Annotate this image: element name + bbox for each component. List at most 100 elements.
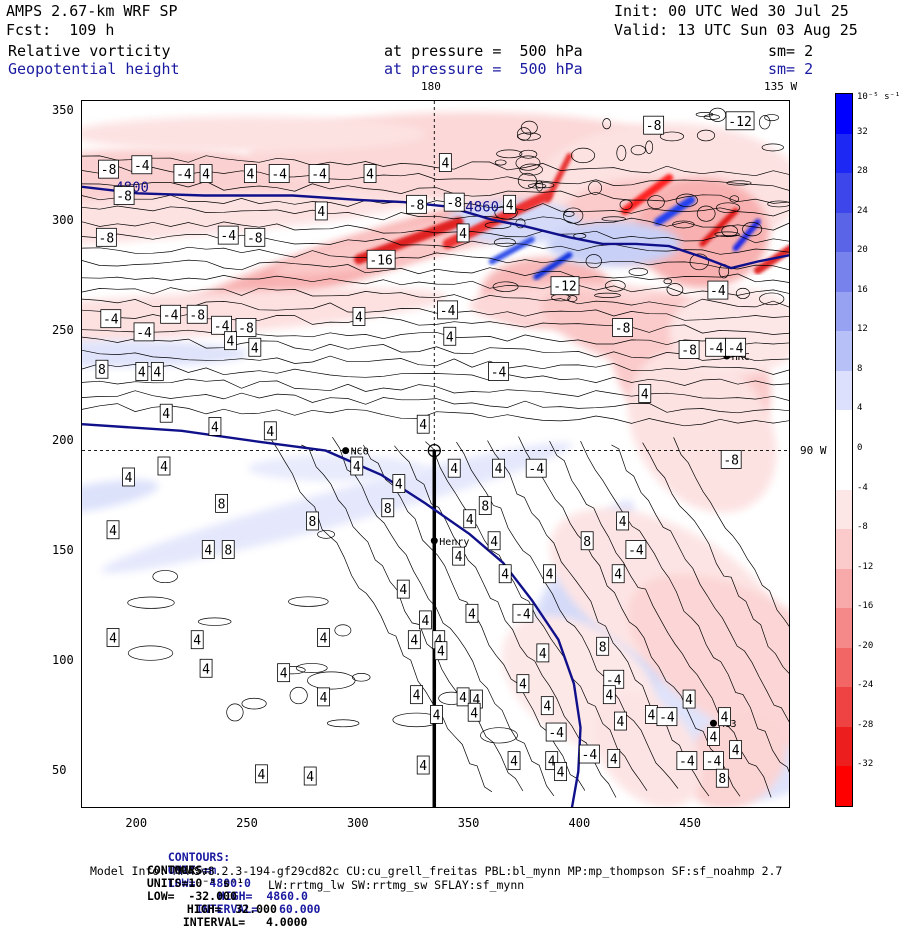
- contour-loop: [714, 231, 740, 237]
- svg-text:-4: -4: [515, 607, 531, 622]
- colorbar-swatch: [836, 370, 852, 411]
- contour-value-label: 4: [492, 458, 505, 478]
- contour-value-label: 4: [465, 603, 479, 623]
- contour-value-label: 4: [135, 362, 149, 381]
- svg-text:-4: -4: [708, 341, 724, 356]
- contour-loop: [127, 596, 175, 609]
- contour-value-label: 4: [707, 727, 720, 746]
- svg-text:4: 4: [506, 198, 514, 213]
- contour-line: [642, 442, 789, 674]
- contour-loop: [241, 697, 267, 710]
- contour-value-label: 4: [607, 749, 621, 768]
- field1-smoothing: sm= 2: [768, 42, 814, 60]
- contour-value-label: 4: [199, 164, 213, 183]
- svg-text:4: 4: [353, 460, 361, 475]
- contour-value-label: 4: [159, 403, 173, 423]
- svg-text:4: 4: [395, 478, 403, 493]
- svg-text:4: 4: [160, 460, 168, 475]
- svg-text:4: 4: [501, 568, 509, 583]
- contour-value-label: -4: [603, 669, 625, 689]
- contour-value-label: 4: [201, 540, 215, 559]
- colorbar-swatch: [836, 252, 852, 293]
- vorticity-streak: [544, 152, 573, 203]
- colorbar: [835, 93, 853, 807]
- contour-value-label: -8: [643, 115, 665, 135]
- geopotential-height-contours: 48004860: [82, 180, 789, 807]
- contour-line: [673, 437, 789, 627]
- svg-text:4: 4: [446, 330, 454, 345]
- contour-line: [82, 287, 789, 308]
- contour-value-label: 4: [416, 755, 430, 775]
- svg-text:4: 4: [619, 515, 627, 530]
- svg-text:8: 8: [98, 363, 106, 378]
- station-dot: [430, 537, 438, 545]
- svg-text:4: 4: [732, 744, 740, 759]
- contour-line: [82, 221, 789, 244]
- colorbar-tick-label: 4: [857, 403, 863, 414]
- svg-text:4: 4: [399, 583, 407, 598]
- contour-loop: [726, 180, 752, 186]
- contour-value-label: 4: [718, 707, 731, 727]
- colorbar-swatch: [836, 608, 852, 649]
- svg-text:4: 4: [355, 310, 363, 325]
- svg-text:4: 4: [610, 752, 618, 767]
- svg-text:4: 4: [455, 550, 463, 565]
- contour-value-label: 4: [419, 610, 432, 630]
- colorbar-unit: 10⁻⁵ s⁻¹: [857, 92, 900, 102]
- colorbar-swatch: [836, 410, 852, 451]
- vort-units: UNITS=10⁻⁵ s⁻¹: [146, 876, 244, 890]
- svg-text:4: 4: [138, 365, 146, 380]
- colorbar-swatch: [836, 687, 852, 728]
- contour-value-label: -4: [133, 322, 155, 342]
- contour-loop: [352, 673, 371, 682]
- contour-loop: [601, 216, 626, 222]
- svg-text:8: 8: [218, 497, 226, 512]
- contour-value-label: 4: [224, 331, 237, 351]
- colorbar-tick-label: 24: [857, 205, 868, 216]
- vorticity-streak: [533, 251, 573, 280]
- svg-text:8: 8: [224, 544, 232, 559]
- contour-value-label: 4: [452, 546, 466, 566]
- svg-text:4: 4: [548, 755, 556, 770]
- colorbar-tick-label: -8: [857, 522, 868, 533]
- svg-text:4: 4: [433, 708, 441, 723]
- forecast-hour: Fcst: 109 h: [6, 21, 115, 39]
- svg-text:8: 8: [599, 640, 607, 655]
- contour-value-label: -4: [268, 164, 290, 183]
- contour-value-label: 4: [645, 705, 658, 724]
- colorbar-swatch: [836, 766, 852, 807]
- field2-level: at pressure = 500 hPa: [384, 60, 583, 78]
- map-plot-area[interactable]: 48004860 HRCNCOHenryAG3 -8-124-8-4-444-4…: [81, 100, 790, 808]
- svg-text:4: 4: [614, 568, 622, 583]
- contour-loop: [563, 211, 575, 217]
- contour-loop: [761, 143, 784, 152]
- contour-value-label: 4: [456, 687, 470, 707]
- contour-value-label: 8: [596, 636, 610, 656]
- svg-text:4: 4: [419, 759, 427, 774]
- svg-text:4: 4: [320, 631, 328, 646]
- contour-loop: [519, 163, 543, 176]
- contour-value-label: -4: [676, 751, 698, 771]
- contour-value-label: 4: [255, 764, 268, 784]
- contour-loop: [493, 237, 516, 247]
- colorbar-tick-label: 0: [857, 443, 863, 453]
- contour-loop: [604, 280, 626, 292]
- contour-value-label: -12: [725, 111, 755, 131]
- svg-text:4: 4: [519, 678, 527, 693]
- contour-value-label: 8: [715, 768, 729, 788]
- contour-line: [580, 440, 789, 773]
- contour-value-label: -4: [578, 744, 600, 764]
- contour-value-labels: -8 -12 4 -8 -4 -4 4 4 -4 -4 4 -8 4 -8 -8 4 -8 -4 -8 4 -16 -12…: [95, 111, 755, 788]
- contour-loop: [619, 199, 633, 210]
- contour-value-label: 4: [611, 564, 625, 584]
- height-high: HIGH= 4860.0: [217, 889, 308, 903]
- svg-text:4: 4: [510, 755, 518, 770]
- svg-text:4: 4: [153, 365, 161, 380]
- svg-text:4: 4: [280, 667, 288, 682]
- contour-value-label: -8: [235, 318, 257, 337]
- contour-loop: [696, 129, 716, 142]
- y-tick-label: 150: [52, 542, 74, 557]
- contour-line: [518, 436, 741, 797]
- svg-text:4: 4: [648, 708, 656, 723]
- field1-name: Relative vorticity: [8, 42, 171, 60]
